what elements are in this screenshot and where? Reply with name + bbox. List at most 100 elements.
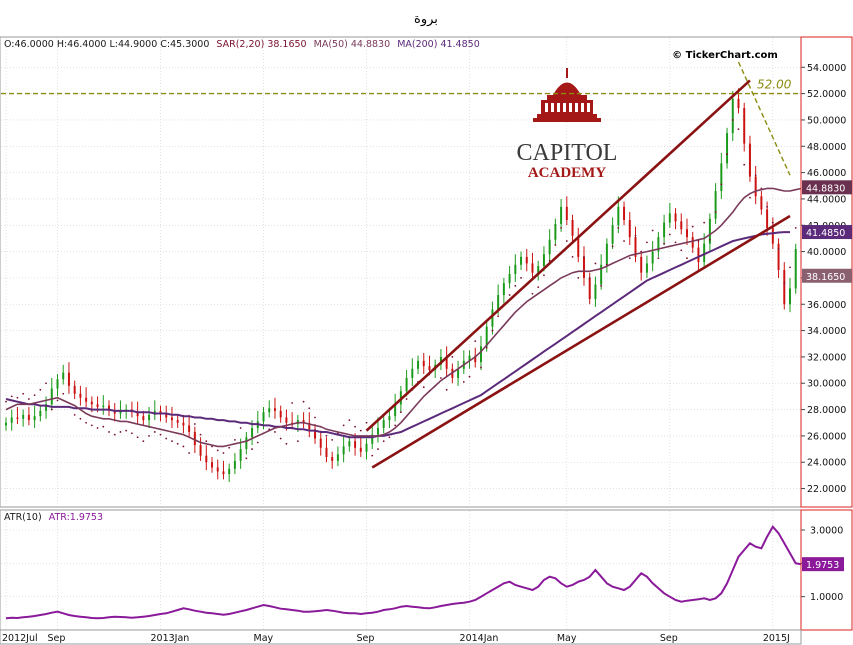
candle-body: [136, 412, 139, 417]
candle-body: [514, 264, 517, 274]
price-tick-label: 28.0000: [807, 405, 846, 416]
sar-dot: [16, 396, 19, 399]
candle-body: [611, 225, 614, 244]
sar-dot: [440, 377, 442, 379]
candle-body: [766, 209, 769, 228]
price-tick-label: 24.0000: [807, 458, 846, 469]
candle-body: [22, 414, 25, 419]
price-header: O:46.0000 H:46.4000 L:44.9000 C:45.3000 …: [4, 39, 480, 50]
candle-body: [148, 414, 151, 421]
sar-dot: [571, 255, 574, 258]
time-axis-label: 2013Jan: [151, 633, 190, 644]
sar-dot: [783, 282, 786, 285]
sar-dot: [726, 153, 728, 156]
price-tick-label: 36.0000: [807, 300, 846, 311]
candle-body: [56, 379, 59, 389]
candle-body: [691, 237, 694, 248]
sar-dot: [234, 438, 236, 441]
sar-dot: [10, 395, 13, 398]
price-tick-label: 22.0000: [807, 484, 846, 495]
candle-body: [388, 416, 391, 421]
price-tick-label: 26.0000: [807, 431, 846, 442]
candle-body: [548, 239, 551, 255]
candle-body: [623, 206, 626, 220]
sar-dot: [485, 346, 488, 349]
candle-body: [394, 404, 397, 417]
channel-upper-line: [365, 79, 751, 432]
candle-body: [273, 408, 276, 411]
candle-body: [617, 206, 620, 226]
sar-dot: [600, 284, 603, 287]
sar-dot: [737, 128, 740, 131]
candle-body: [714, 191, 717, 219]
sar-dot: [611, 245, 614, 248]
candle-body: [159, 410, 162, 414]
sar-dot: [182, 445, 185, 448]
candle-body: [537, 266, 540, 273]
candle-body: [554, 223, 557, 240]
candle-body: [726, 133, 729, 164]
ma50-line: [5, 186, 813, 448]
sar-dot: [102, 425, 105, 428]
candle-body: [491, 309, 494, 327]
sar-dot: [256, 441, 259, 444]
candle-body: [439, 356, 442, 365]
candle-body: [565, 206, 568, 220]
sar-dot: [422, 386, 425, 389]
sar-dot: [731, 119, 734, 121]
candle-body: [789, 288, 791, 305]
sar-dot: [794, 226, 797, 229]
sar-dot: [125, 429, 128, 432]
sar-dot: [382, 440, 385, 443]
candle-body: [628, 219, 631, 238]
sar-dot: [62, 392, 65, 395]
sar-dot: [90, 424, 93, 427]
sar-dot: [130, 432, 133, 435]
sar-dot: [285, 442, 288, 445]
atr-tick-label: 1.0000: [810, 592, 843, 603]
price-tick-label: 52.0000: [807, 89, 846, 100]
sar-dot: [668, 233, 671, 236]
sar-dot: [228, 446, 231, 449]
candle-body: [79, 393, 82, 398]
sar-dot: [491, 329, 494, 332]
chart-title: بروة: [414, 12, 438, 27]
candle-body: [520, 256, 523, 265]
candle-body: [165, 413, 168, 418]
candle-body: [600, 264, 603, 285]
candle-body: [170, 417, 173, 421]
candle-body: [308, 422, 311, 430]
candle-body: [245, 437, 248, 450]
sar-dot: [251, 448, 253, 450]
ma200-readout: MA(200) 41.4850: [397, 39, 480, 50]
sar-dot: [560, 226, 562, 229]
candle-body: [251, 428, 254, 438]
candle-body: [108, 405, 111, 411]
falling-resistance-line: [737, 61, 791, 176]
atr-gridlines: [1, 511, 800, 629]
atr-plot-area: [0, 509, 802, 631]
candle-body: [542, 254, 545, 267]
price-tick-label: 50.0000: [807, 115, 846, 126]
sar-dot: [279, 437, 282, 440]
sar-dot: [617, 226, 620, 229]
sar-dot: [5, 400, 7, 403]
candle-body: [319, 438, 322, 448]
time-axis-label: 2012Jul: [2, 633, 38, 644]
candle-body: [228, 468, 231, 475]
sar-dot: [708, 238, 711, 241]
sar-dot: [777, 248, 780, 250]
candle-body: [216, 467, 219, 472]
candle-body: [777, 243, 780, 271]
sar-dot: [188, 452, 191, 454]
sar-dot: [583, 255, 585, 258]
sar-dot: [308, 407, 311, 410]
price-tick-label: 32.0000: [807, 352, 846, 363]
sar-dot: [205, 440, 208, 443]
time-axis-labels: 2012Jul Sep 2013Jan May Sep 2014Jan May Sep 2015…: [2, 633, 790, 644]
last-value-tags: 44.8830 41.4850 38.1650: [802, 180, 852, 283]
time-axis[interactable]: [0, 629, 802, 645]
last-value-tag-label: 38.1650: [806, 272, 845, 283]
sar-dot: [388, 436, 391, 439]
sar-dot: [199, 433, 202, 436]
